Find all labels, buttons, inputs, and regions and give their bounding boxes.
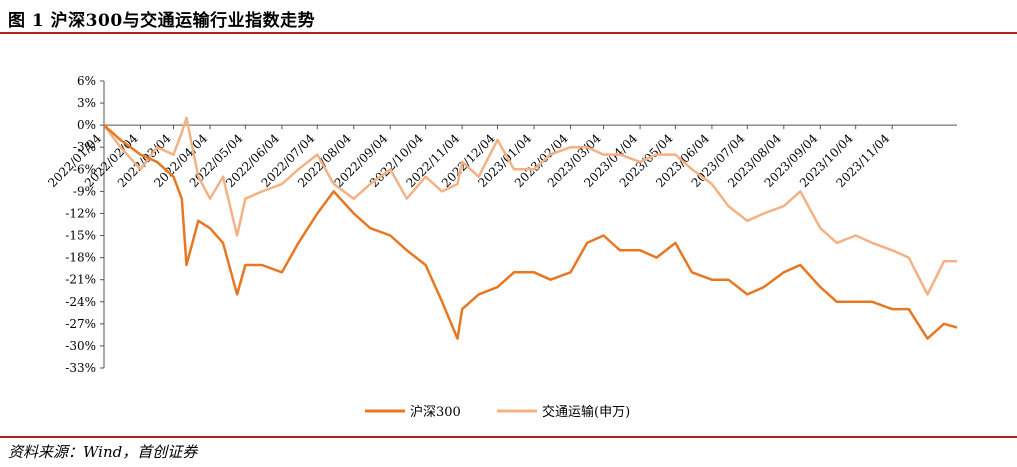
y-tick-label: -3% xyxy=(73,140,96,154)
y-tick-label: -18% xyxy=(65,251,96,265)
footer-rule xyxy=(0,436,1017,438)
title-rule xyxy=(0,32,1017,34)
axis-layer: 6% 3% 0% -3% -6% -9% -12% -15% -18% -21% -24% -27% -… xyxy=(45,74,957,375)
y-tick-label: -33% xyxy=(65,361,96,375)
y-tick-label: -15% xyxy=(65,229,96,243)
y-tick-label: -24% xyxy=(65,295,96,309)
legend-label-hs300: 沪深300 xyxy=(410,404,461,420)
figure-title: 图 1 沪深300与交通运输行业指数走势 xyxy=(8,11,316,31)
y-tick-label: 6% xyxy=(77,74,96,88)
y-tick-label: 0% xyxy=(77,118,96,132)
y-tick-label: 3% xyxy=(77,96,96,110)
y-tick-label: -21% xyxy=(65,273,96,287)
series-layer xyxy=(103,116,958,340)
series-line-transport xyxy=(103,116,957,296)
y-tick-label: -30% xyxy=(65,339,96,353)
y-tick-label: -27% xyxy=(65,317,96,331)
y-tick-label: -12% xyxy=(65,206,96,220)
legend: 沪深300 交通运输(申万) xyxy=(365,404,630,420)
y-tick-label: -6% xyxy=(73,162,96,176)
series-line-hs300 xyxy=(103,124,958,340)
legend-label-transport: 交通运输(申万) xyxy=(542,404,630,420)
source-note: 资料来源：Wind，首创证券 xyxy=(8,443,198,461)
y-tick-label: -9% xyxy=(73,184,96,198)
